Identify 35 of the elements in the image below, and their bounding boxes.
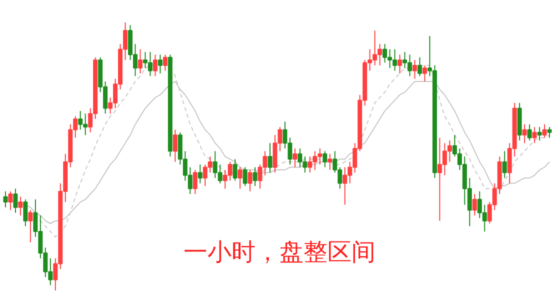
candlestick [252, 166, 258, 186]
candlestick [522, 124, 527, 144]
candlestick [158, 54, 162, 74]
candlestick [532, 126, 537, 144]
candlestick [527, 124, 532, 141]
candlestick [472, 194, 477, 216]
candlestick [192, 169, 198, 195]
candlestick [547, 126, 552, 138]
candlestick [248, 169, 252, 192]
candlestick [322, 150, 328, 168]
candlestick [18, 196, 23, 216]
candlestick [238, 166, 242, 190]
candlestick [28, 210, 33, 243]
candlestick [23, 198, 28, 227]
candlestick [537, 126, 542, 141]
candlestick [412, 60, 417, 80]
candlestick [13, 188, 18, 214]
candlestick [417, 56, 422, 77]
candlestick [152, 54, 158, 77]
candlestick [328, 153, 332, 170]
candlestick [3, 190, 8, 208]
candlestick [292, 148, 298, 168]
candlestick [138, 48, 142, 74]
candlestick [8, 190, 13, 211]
candlestick [162, 54, 168, 72]
candlestick [502, 150, 507, 178]
candlestick [232, 158, 238, 182]
candlestick [542, 124, 547, 138]
text: 一小时，盘整区间 [183, 238, 376, 266]
candlestick [268, 142, 272, 174]
candlestick [422, 64, 427, 82]
candlestick [172, 129, 178, 162]
candlestick [198, 164, 202, 184]
candlestick [242, 166, 248, 186]
candlestick [398, 54, 402, 74]
